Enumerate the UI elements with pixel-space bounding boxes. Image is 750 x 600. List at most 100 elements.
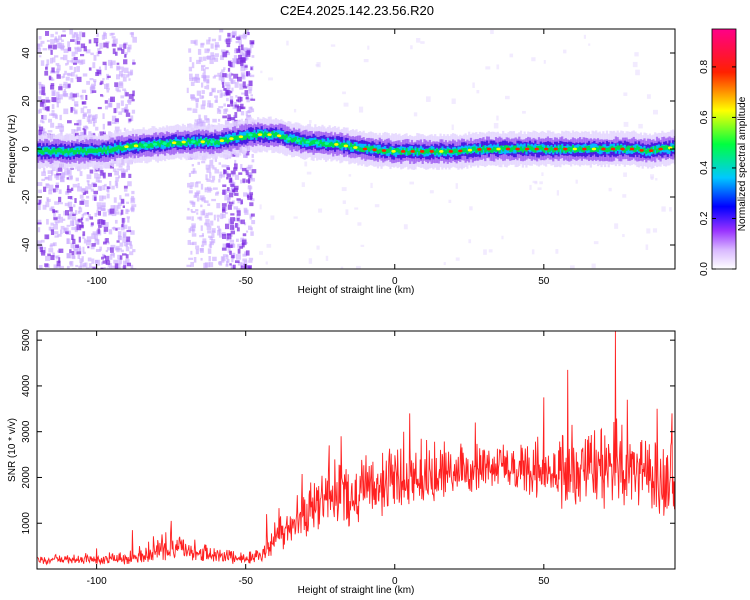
spectrogram-noise-cell: [221, 203, 227, 207]
spectrogram-noise-cell: [115, 107, 118, 114]
colorbar: 0.00.20.40.60.8 Normalized spectral ampl…: [699, 28, 748, 276]
spectrogram-noise-cell: [217, 72, 221, 77]
spectrogram-noise-cell: [63, 210, 66, 216]
spectrogram-noise-cell: [217, 118, 221, 122]
spectrogram-noise-cell: [81, 214, 85, 219]
spectrogram-noise-cell: [248, 86, 253, 91]
spectrogram-noise-cell: [293, 108, 297, 113]
spectrogram-noise-cell: [45, 66, 48, 70]
spectrogram-noise-cell: [125, 244, 128, 248]
spectrogram-noise-cell: [70, 175, 73, 179]
spectrogram-noise-cell: [304, 161, 308, 167]
spectrogram-noise-cell: [240, 57, 246, 63]
spectrogram-noise-cell: [217, 229, 220, 236]
spectrogram-noise-cell: [55, 125, 60, 129]
spectrogram-ridge-cell: [353, 143, 356, 148]
spectrogram-ridge-cell: [63, 149, 67, 154]
spectrogram-noise-cell: [131, 32, 134, 36]
spectrogram-noise-cell: [48, 184, 54, 191]
spectrogram-peak-cell: [143, 143, 148, 147]
spectrogram-noise-cell: [102, 172, 106, 179]
spectrogram-ridge-cell: [491, 148, 494, 153]
spectrogram-noise-cell: [104, 100, 108, 104]
spectrogram-noise-cell: [61, 171, 66, 178]
spectrogram-noise-cell: [190, 40, 196, 44]
spectrogram-noise-cell: [124, 54, 127, 58]
spectrogram-ridge-cell: [620, 145, 623, 150]
spectrogram-noise-cell: [54, 201, 59, 205]
spectrogram-ridge-cell: [509, 147, 512, 153]
spectrogram-noise-cell: [102, 195, 107, 200]
spectrogram-noise-cell: [222, 184, 227, 188]
spectrogram-ridge-cell: [117, 144, 120, 150]
spectrogram-ridge-cell: [557, 147, 560, 153]
spectrogram-noise-cell: [82, 73, 88, 77]
spectrogram-noise-cell: [66, 60, 69, 65]
spectrogram-ridge-cell: [147, 143, 151, 149]
spectrogram-noise-cell: [197, 48, 202, 55]
spectrogram-ridge-cell: [403, 150, 406, 155]
spectrogram-ridge-cell: [69, 149, 72, 157]
spectrogram-noise-cell: [250, 231, 254, 236]
spectrogram-noise-cell: [79, 131, 85, 136]
spectrogram-noise-cell: [106, 193, 110, 199]
spectrogram-peak-cell: [477, 147, 482, 151]
spectrogram-noise-cell: [205, 118, 210, 123]
spectrogram-ridge-cell: [446, 148, 449, 153]
spectrogram-noise-cell: [240, 106, 246, 110]
spectrogram-noise-cell: [66, 185, 70, 190]
spectrogram-ridge-cell: [355, 142, 358, 150]
spectrogram-noise-cell: [308, 258, 313, 264]
spectrogram-noise-cell: [76, 251, 82, 255]
spectrogram-noise-cell: [112, 168, 117, 172]
spectrogram-noise-cell: [208, 244, 211, 248]
spectrogram-noise-cell: [37, 240, 42, 247]
spectrogram-noise-cell: [235, 254, 241, 260]
spectrogram-noise-cell: [69, 261, 73, 265]
spectrogram-noise-cell: [107, 241, 110, 245]
spectrogram-noise-cell: [76, 76, 82, 83]
spectrogram-noise-cell: [50, 229, 55, 236]
spectrogram-noise-cell: [229, 263, 232, 266]
spectrogram-ridge-cell: [475, 148, 478, 153]
spectrogram-noise-cell: [90, 188, 94, 192]
spectrogram-noise-cell: [251, 41, 254, 44]
spectrogram-noise-cell: [556, 190, 559, 196]
spectrogram-xlabel: Height of straight line (km): [298, 285, 415, 296]
spectrogram-ridge-cell: [425, 149, 428, 154]
spectrogram-noise-cell: [225, 38, 231, 44]
spectrogram-ridge-cell: [37, 147, 40, 153]
spectrogram-noise-cell: [70, 39, 75, 42]
spectrogram-noise-cell: [56, 102, 59, 108]
spectrogram-ridge-cell: [591, 147, 594, 153]
spectrogram-peak-cell: [505, 147, 511, 151]
spectrogram-noise-cell: [646, 94, 651, 99]
spectrogram-noise-cell: [236, 198, 241, 201]
spectrogram-noise-cell: [212, 167, 217, 170]
spectrogram-noise-cell: [40, 40, 45, 44]
spectrogram-noise-cell: [52, 242, 57, 247]
spectrogram-peak-cell: [439, 150, 444, 153]
spectrogram-ridge-cell: [342, 142, 346, 148]
spectrogram-noise-cell: [124, 193, 130, 197]
spectrogram-xtick-label: -100: [87, 276, 107, 287]
spectrogram-noise-cell: [125, 52, 128, 55]
spectrogram-ridge-cell: [661, 145, 664, 151]
spectrogram-noise-cell: [225, 212, 228, 215]
spectrogram-noise-cell: [661, 206, 666, 212]
spectrogram-ridge-cell: [570, 147, 573, 152]
spectrogram-noise-cell: [246, 166, 251, 171]
spectrogram-ridge-cell: [208, 138, 211, 144]
spectrogram-noise-cell: [37, 43, 43, 47]
spectrogram-ridge-cell: [550, 146, 553, 151]
spectrogram-noise-cell: [234, 82, 239, 88]
spectrogram-ridge-cell: [335, 140, 338, 145]
spectrogram-ridge-cell: [112, 147, 115, 152]
spectrogram-noise-cell: [469, 206, 473, 211]
spectrogram-noise-cell: [229, 178, 233, 183]
spectrogram-noise-cell: [58, 196, 62, 203]
spectrogram-ridge-cell: [53, 148, 56, 153]
spectrogram-noise-cell: [92, 267, 96, 269]
spectrogram-noise-cell: [200, 183, 204, 190]
